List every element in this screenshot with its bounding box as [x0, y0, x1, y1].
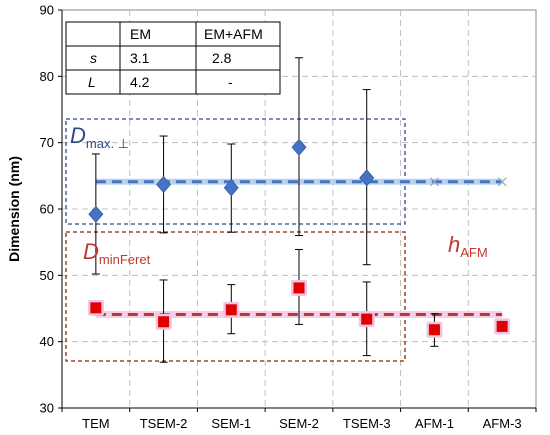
dminferet-data-point [428, 324, 440, 336]
table-row-l-em: 4.2 [130, 74, 150, 90]
hafm-annotation-sub: AFM [460, 245, 487, 260]
dmax-annotation-main: D [70, 123, 86, 148]
x-tick-label: SEM-1 [211, 416, 251, 431]
dminferet-data-point [90, 302, 102, 314]
y-tick-label: 40 [40, 334, 54, 349]
x-tick-label: SEM-2 [279, 416, 319, 431]
dminferet-annotation-main: D [83, 239, 99, 264]
dminferet-data-point [293, 282, 305, 294]
y-tick-label: 30 [40, 401, 54, 416]
dmax-data-point [223, 179, 239, 197]
dminferet-data-point [225, 304, 237, 316]
stats-table: EM EM+AFM s 3.1 2.8 L 4.2 - [65, 21, 281, 95]
x-tick-label: AFM-3 [483, 416, 522, 431]
dminferet-annotation-sub: minFeret [99, 252, 151, 267]
x-tick-label: AFM-1 [415, 416, 454, 431]
x-tick-label: TSEM-3 [343, 416, 391, 431]
y-tick-label: 80 [40, 69, 54, 84]
table-header-em-afm: EM+AFM [204, 26, 263, 42]
y-axis-label: Dimension (nm) [6, 156, 22, 262]
y-tick-label: 70 [40, 135, 54, 150]
dmax-mean-line-end-marker [497, 177, 507, 187]
table-row-l-label: L [88, 74, 96, 90]
dminferet-data-point [496, 320, 508, 332]
axes: 30 40 50 60 70 80 90 TEM TSEM-2 SEM-1 SEM-2 TSEM-3 A… [40, 3, 537, 431]
dminferet-annotation: DminFeret [83, 239, 151, 267]
region-boxes [65, 118, 406, 362]
y-tick-label: 50 [40, 268, 54, 283]
y-tick-label: 60 [40, 202, 54, 217]
table-header-em: EM [130, 26, 151, 42]
series-layer [87, 57, 511, 363]
dmax-region-box [65, 118, 406, 225]
y-tick-label: 90 [40, 3, 54, 18]
dmax-annotation-sub: max. ⊥ [86, 136, 129, 151]
hafm-annotation-main: h [448, 232, 460, 257]
dminferet-data-point [158, 316, 170, 328]
hafm-annotation: hAFM [448, 232, 488, 260]
dmax-data-point [156, 175, 172, 194]
dminferet-region-box [65, 231, 406, 362]
table-row-s-em-afm: 2.8 [212, 50, 232, 66]
dmax-mean-line-end-marker [430, 177, 439, 187]
table-row-s-em: 3.1 [130, 50, 150, 66]
table-row-l-em-afm: - [228, 74, 233, 90]
dminferet-data-point [361, 313, 373, 325]
dmax-data-point [291, 138, 307, 156]
dmax-data-point [359, 169, 375, 187]
table-row-s-label: s [90, 50, 97, 66]
x-tick-label: TEM [82, 416, 109, 431]
dmax-annotation: Dmax. ⊥ [70, 123, 129, 151]
grid [62, 10, 536, 408]
x-tick-label: TSEM-2 [140, 416, 188, 431]
dmax-data-point [88, 205, 104, 223]
